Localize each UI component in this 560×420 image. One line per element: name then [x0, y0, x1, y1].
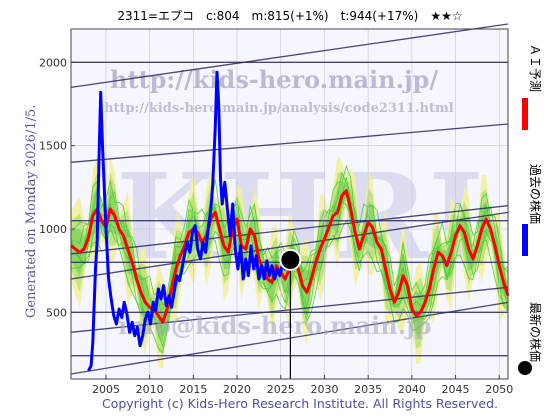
y-tick-label: 1500 — [39, 140, 67, 153]
plot-frame — [70, 28, 509, 380]
x-tick-label: 2010 — [136, 383, 164, 396]
forecast-path-6 — [70, 164, 509, 296]
watermark-url-analysis: http://kids-hero.main.jp/analysis/code23… — [104, 101, 454, 116]
x-tick-label: 2005 — [92, 383, 120, 396]
trend-channel-line — [70, 123, 509, 163]
chart-title: 2311=エプコ c:804 m:815(+1%) t:944(+17%) ★★… — [117, 9, 462, 23]
x-tick-label: 2030 — [310, 383, 338, 396]
legend-label: 過去の株価 — [528, 164, 543, 224]
forecast-path-1 — [70, 219, 509, 354]
x-tick-label: 2015 — [179, 383, 207, 396]
historical-price-line — [87, 70, 292, 372]
legend-label: ＡＩ予測 — [528, 44, 542, 92]
generated-date-text: Generated on Monday 2026/1/5. — [24, 104, 39, 318]
x-tick-label: 2020 — [223, 383, 251, 396]
y-tick-label: 500 — [46, 306, 67, 319]
x-tick-label: 2050 — [485, 383, 513, 396]
legend-swatch — [518, 361, 532, 375]
latest-price-marker — [279, 248, 302, 271]
x-tick-label: 2040 — [398, 383, 426, 396]
x-tick-label: 2035 — [354, 383, 382, 396]
watermark-url-main: http://kids-hero.main.jp/ — [110, 65, 438, 94]
x-tick-label: 2045 — [442, 383, 470, 396]
trend-channel-line — [70, 211, 509, 280]
x-tick-label: 2025 — [267, 383, 295, 396]
copyright-footer: Copyright (c) Kids-Hero Research Institu… — [102, 396, 498, 411]
y-tick-label: 1000 — [39, 223, 67, 236]
legend-label: 最新の株価 — [528, 302, 543, 362]
trend-channel-line — [70, 205, 509, 255]
legend-swatch — [522, 224, 528, 256]
watermark-email: info@kids-hero.main.jp — [118, 311, 432, 340]
legend-swatch — [522, 98, 528, 130]
y-tick-label: 2000 — [39, 56, 67, 69]
trend-channel-line — [70, 23, 509, 88]
trend-channel-line — [70, 301, 509, 375]
